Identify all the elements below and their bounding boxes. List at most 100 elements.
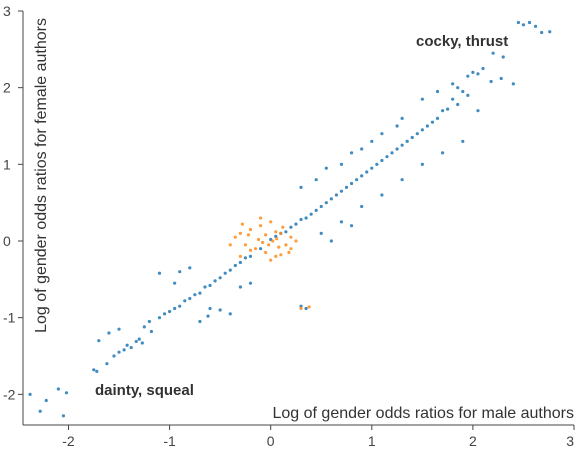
data-point xyxy=(415,132,419,136)
data-point xyxy=(521,23,526,27)
data-point xyxy=(299,217,303,222)
data-point xyxy=(97,339,101,343)
data-point xyxy=(319,204,323,209)
data-point xyxy=(324,201,328,205)
data-point xyxy=(304,306,308,311)
highlighted-data-point xyxy=(274,254,278,258)
data-point xyxy=(365,170,369,174)
data-point xyxy=(188,266,192,270)
data-point xyxy=(375,162,379,166)
data-point xyxy=(481,66,485,71)
highlighted-data-point xyxy=(243,243,248,247)
data-point xyxy=(499,76,503,81)
data-points xyxy=(28,20,552,418)
data-point xyxy=(228,268,232,272)
data-point xyxy=(533,24,538,28)
data-point xyxy=(446,107,450,111)
highlighted-data-point xyxy=(307,305,311,309)
data-point xyxy=(516,20,520,25)
highlighted-data-point xyxy=(269,220,273,224)
data-point xyxy=(157,271,162,275)
data-point xyxy=(213,279,217,283)
data-point xyxy=(208,306,212,311)
data-point xyxy=(188,296,192,301)
highlighted-data-point xyxy=(284,243,288,247)
data-point xyxy=(258,247,263,251)
data-point xyxy=(456,86,460,90)
data-point xyxy=(137,337,141,341)
data-point xyxy=(206,314,210,318)
highlighted-data-point xyxy=(267,243,271,247)
data-point xyxy=(223,271,227,275)
data-point xyxy=(390,151,394,155)
data-point xyxy=(380,158,384,163)
data-point xyxy=(380,193,384,197)
data-point xyxy=(28,392,32,396)
data-point xyxy=(294,222,298,226)
data-point xyxy=(370,166,374,170)
data-point xyxy=(511,82,515,86)
data-point xyxy=(193,293,197,297)
x-tick-label: -1 xyxy=(163,433,176,449)
data-point xyxy=(173,281,177,285)
data-point xyxy=(129,345,133,350)
data-point xyxy=(385,155,389,159)
data-point xyxy=(476,72,480,76)
data-point xyxy=(140,341,144,345)
data-point xyxy=(476,109,480,113)
y-ticks: -2 -1 0 1 2 3 xyxy=(3,3,23,402)
x-tick-label: 0 xyxy=(267,433,275,449)
annotation-cocky-thrust: cocky, thrust xyxy=(416,33,508,50)
data-point xyxy=(56,387,60,391)
data-point xyxy=(360,204,364,209)
highlighted-data-point xyxy=(258,216,263,220)
data-point xyxy=(466,74,470,78)
data-point xyxy=(339,220,344,224)
data-point xyxy=(360,174,364,178)
data-point xyxy=(299,304,303,308)
data-point xyxy=(38,409,42,413)
data-point xyxy=(218,308,222,312)
data-point xyxy=(435,116,440,120)
highlighted-data-point xyxy=(279,231,283,235)
data-point xyxy=(489,79,493,84)
data-point xyxy=(198,291,202,295)
data-point xyxy=(435,89,440,94)
data-point xyxy=(319,231,323,235)
y-tick-label: -2 xyxy=(3,386,16,402)
x-tick-label: 2 xyxy=(469,433,477,449)
data-point xyxy=(349,181,354,186)
x-axis-label: Log of gender odds ratios for male autho… xyxy=(272,405,574,422)
data-point xyxy=(173,306,177,311)
data-point xyxy=(228,312,232,316)
data-point xyxy=(64,391,69,395)
data-point xyxy=(44,398,48,403)
data-point xyxy=(400,116,404,120)
highlighted-data-point xyxy=(294,239,298,243)
data-point xyxy=(198,319,202,324)
highlighted-data-point xyxy=(238,254,242,258)
data-point xyxy=(324,166,328,170)
data-point xyxy=(501,55,505,59)
data-point xyxy=(440,109,445,113)
data-point xyxy=(125,343,129,347)
data-point xyxy=(425,124,430,128)
data-point xyxy=(395,124,399,128)
data-point xyxy=(430,120,435,124)
data-point xyxy=(380,132,384,136)
data-point xyxy=(117,350,121,354)
highlighted-data-point xyxy=(238,231,242,235)
data-point xyxy=(349,151,354,155)
highlighted-data-point xyxy=(246,233,251,237)
data-point xyxy=(233,263,237,268)
data-point xyxy=(400,143,404,147)
highlighted-data-point xyxy=(248,227,253,232)
data-point xyxy=(344,185,349,189)
data-point xyxy=(238,285,242,289)
data-point xyxy=(461,139,465,143)
data-point xyxy=(112,354,116,358)
data-point xyxy=(471,70,475,74)
data-point xyxy=(456,102,460,107)
data-point xyxy=(167,309,172,314)
highlighted-data-point xyxy=(264,250,268,255)
